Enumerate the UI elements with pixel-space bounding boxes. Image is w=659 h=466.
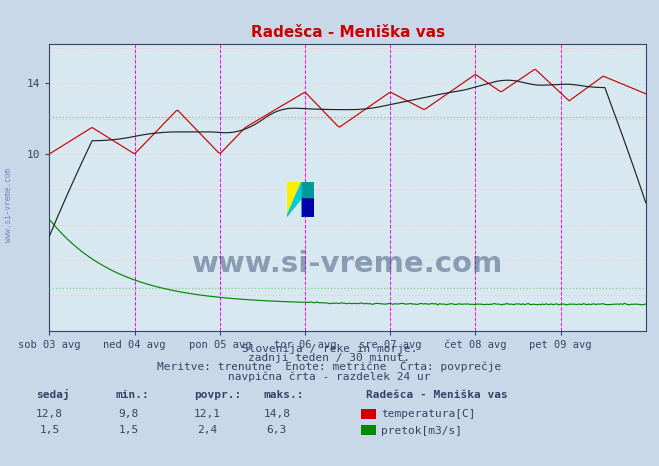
- Text: min.:: min.:: [115, 391, 149, 400]
- Polygon shape: [287, 182, 302, 198]
- Text: www.si-vreme.com: www.si-vreme.com: [4, 168, 13, 242]
- Text: 12,1: 12,1: [194, 409, 221, 419]
- Text: sedaj: sedaj: [36, 390, 70, 400]
- Text: 6,3: 6,3: [267, 425, 287, 435]
- Text: navpična črta - razdelek 24 ur: navpična črta - razdelek 24 ur: [228, 371, 431, 382]
- Polygon shape: [287, 182, 302, 217]
- Text: 9,8: 9,8: [119, 409, 138, 419]
- Polygon shape: [302, 182, 314, 198]
- Text: povpr.:: povpr.:: [194, 391, 242, 400]
- Text: pretok[m3/s]: pretok[m3/s]: [381, 425, 462, 436]
- Text: 12,8: 12,8: [36, 409, 63, 419]
- Title: Radešca - Meniška vas: Radešca - Meniška vas: [250, 25, 445, 41]
- Text: zadnji teden / 30 minut.: zadnji teden / 30 minut.: [248, 353, 411, 363]
- Text: Radešca - Meniška vas: Radešca - Meniška vas: [366, 391, 507, 400]
- Text: 14,8: 14,8: [264, 409, 290, 419]
- Text: 1,5: 1,5: [119, 425, 138, 435]
- Text: Slovenija / reke in morje.: Slovenija / reke in morje.: [242, 344, 417, 354]
- Text: 1,5: 1,5: [40, 425, 59, 435]
- Text: www.si-vreme.com: www.si-vreme.com: [192, 250, 503, 278]
- Polygon shape: [287, 182, 314, 217]
- Text: Meritve: trenutne  Enote: metrične  Črta: povprečje: Meritve: trenutne Enote: metrične Črta: …: [158, 361, 501, 372]
- Polygon shape: [302, 198, 314, 217]
- Text: temperatura[C]: temperatura[C]: [381, 409, 475, 419]
- Text: maks.:: maks.:: [264, 391, 304, 400]
- Text: 2,4: 2,4: [198, 425, 217, 435]
